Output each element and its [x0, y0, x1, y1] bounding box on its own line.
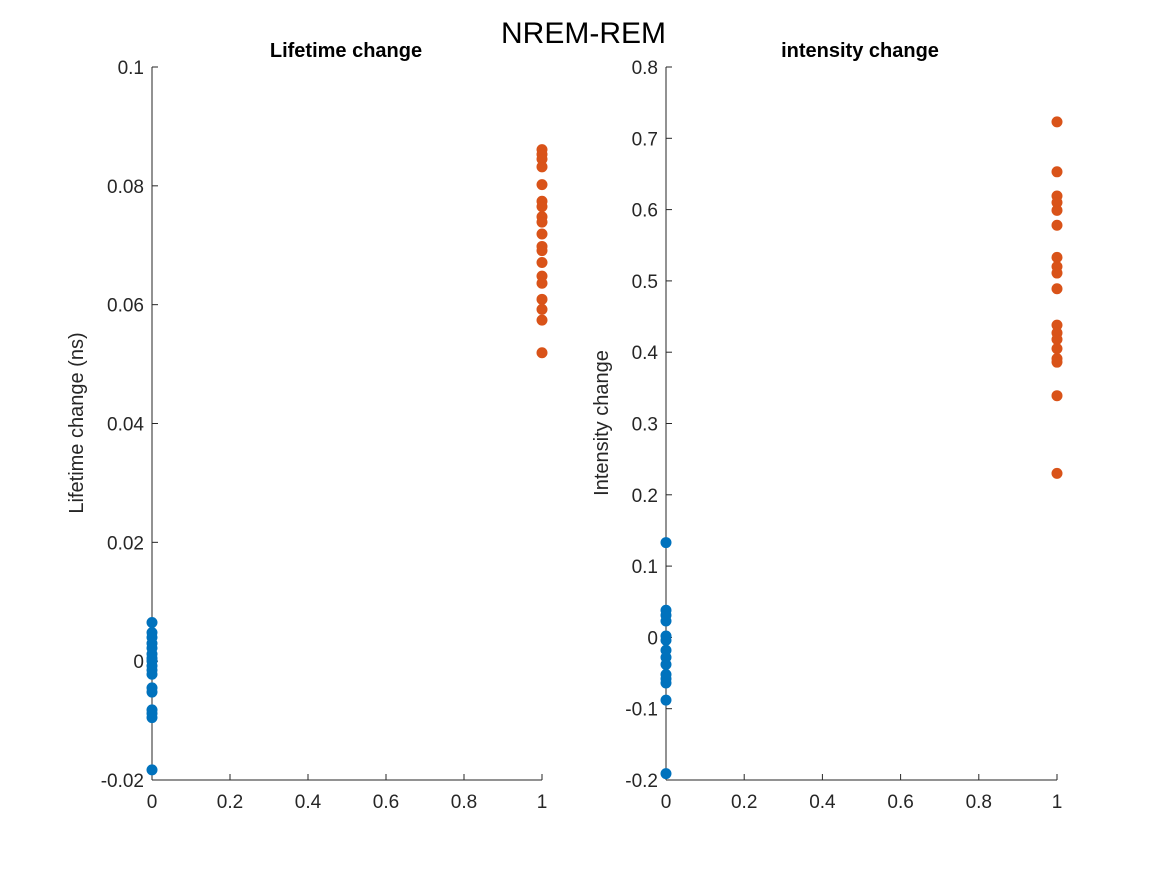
lifetime-x-tick-label: 0.8 [451, 792, 477, 813]
lifetime-series-1-point [536, 179, 548, 191]
lifetime-axes-title: Lifetime change [270, 40, 422, 62]
intensity-series-1-point [1051, 219, 1063, 231]
intensity-y-tick-label: -0.1 [625, 700, 658, 721]
intensity-y-tick-label: 0.3 [632, 415, 658, 436]
lifetime-series-0-point [146, 686, 158, 698]
intensity-y-tick-label: 0.4 [632, 343, 659, 364]
figure-suptitle: NREM-REM [501, 17, 666, 50]
intensity-y-tick-label: 0.1 [632, 557, 658, 578]
intensity-series-0-point [660, 658, 672, 670]
lifetime-x-tick-label: 0.4 [295, 792, 322, 813]
intensity-series-0-point [660, 615, 672, 627]
lifetime-x-tick-label: 0.2 [217, 792, 243, 813]
lifetime-series-1-point [536, 161, 548, 173]
lifetime-y-axis-label: Lifetime change (ns) [66, 332, 88, 513]
intensity-y-tick-label: 0 [647, 628, 658, 649]
intensity-series-1-point [1051, 166, 1063, 178]
intensity-y-tick-label: 0.8 [632, 58, 658, 79]
intensity-series-1-point [1051, 343, 1063, 355]
intensity-series-1-point [1051, 251, 1063, 263]
lifetime-series-1-point [536, 293, 548, 305]
intensity-series-0-point [660, 694, 672, 706]
lifetime-y-tick-label: 0.1 [118, 58, 144, 79]
lifetime-y-tick-label: 0.06 [107, 296, 144, 317]
lifetime-series-0-point [146, 668, 158, 680]
lifetime-y-tick-label: 0.08 [107, 177, 144, 198]
lifetime-change-axes: Lifetime change Lifetime change (ns) -0.… [66, 40, 548, 813]
lifetime-series-0-point [146, 712, 158, 724]
intensity-x-tick-label: 0.6 [887, 792, 913, 813]
lifetime-series-1-point [536, 256, 548, 268]
intensity-series-1-point [1051, 116, 1063, 128]
intensity-series-1-point [1051, 390, 1063, 402]
intensity-series-0-point [660, 677, 672, 689]
lifetime-series-0-point [146, 617, 158, 629]
intensity-series-1-point [1051, 467, 1063, 479]
lifetime-x-tick-label: 0.6 [373, 792, 399, 813]
intensity-y-tick-label: 0.6 [632, 201, 658, 222]
intensity-x-tick-label: 0.8 [966, 792, 992, 813]
lifetime-x-tick-label: 1 [537, 792, 548, 813]
intensity-x-tick-label: 0.4 [809, 792, 836, 813]
intensity-series-1-point [1051, 356, 1063, 368]
intensity-series-1-point [1051, 333, 1063, 345]
intensity-change-axes: intensity change Intensity change -0.2 -0… [591, 40, 1063, 813]
lifetime-y-tick-label: 0.04 [107, 415, 144, 436]
intensity-x-tick-label: 0.2 [731, 792, 757, 813]
intensity-series-0-point [660, 768, 672, 780]
intensity-y-tick-label: -0.2 [625, 771, 658, 792]
intensity-series-0-point [660, 537, 672, 549]
intensity-series-1-point [1051, 267, 1063, 279]
intensity-axes-title: intensity change [781, 40, 939, 62]
lifetime-series-1-point [536, 314, 548, 326]
lifetime-series-1-point [536, 216, 548, 228]
lifetime-y-tick-label: 0.02 [107, 533, 144, 554]
intensity-series-1-point [1051, 204, 1063, 216]
intensity-series-0-point [660, 634, 672, 646]
intensity-series-1-point [1051, 283, 1063, 295]
intensity-x-tick-label: 1 [1052, 792, 1063, 813]
intensity-y-axis-label: Intensity change [591, 350, 613, 496]
lifetime-series-1-point [536, 228, 548, 240]
lifetime-series-1-point [536, 303, 548, 315]
lifetime-y-tick-label: -0.02 [101, 771, 144, 792]
lifetime-series-0-point [146, 764, 158, 776]
intensity-y-tick-label: 0.2 [632, 486, 658, 507]
lifetime-series-1-point [536, 347, 548, 359]
lifetime-series-1-point [536, 201, 548, 213]
intensity-x-tick-label: 0 [661, 792, 672, 813]
lifetime-series-1-point [536, 245, 548, 257]
intensity-y-tick-label: 0.7 [632, 129, 658, 150]
lifetime-x-tick-label: 0 [147, 792, 158, 813]
lifetime-series-1-point [536, 277, 548, 289]
intensity-y-tick-label: 0.5 [632, 272, 658, 293]
lifetime-y-tick-label: 0 [133, 652, 144, 673]
